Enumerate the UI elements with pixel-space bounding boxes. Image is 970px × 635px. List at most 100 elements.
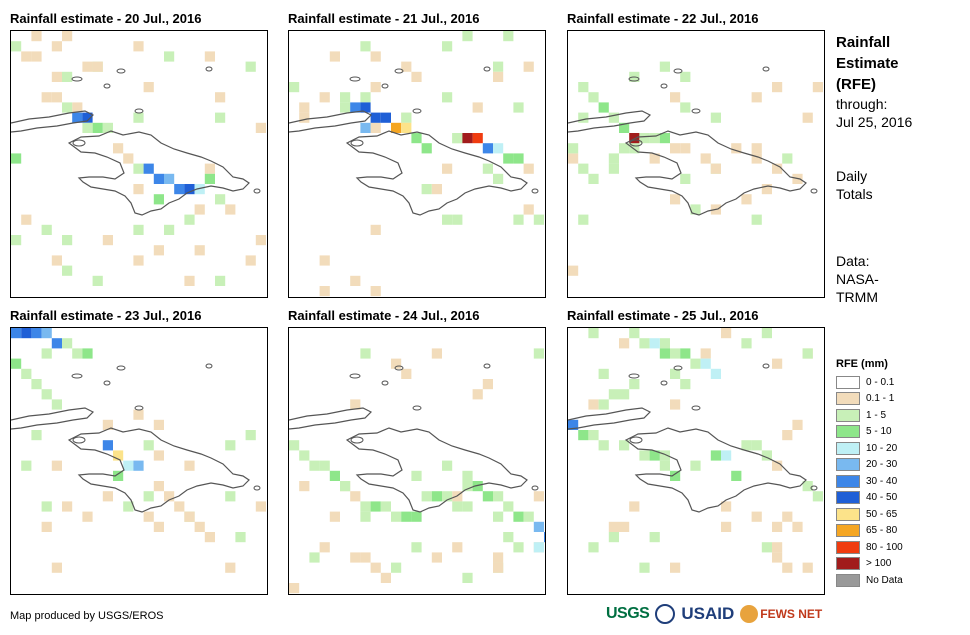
rainfall-cell	[31, 430, 42, 441]
cuba-coastline	[289, 407, 373, 430]
rainfall-cell	[523, 163, 534, 174]
legend-item: 80 - 100	[836, 539, 903, 556]
legend-item: 0.1 - 1	[836, 391, 903, 408]
map-panel-jul20	[10, 30, 268, 298]
hispaniola-coastline	[67, 427, 250, 513]
island-outline	[629, 139, 643, 147]
panel-title-jul20: Rainfall estimate - 20 Jul., 2016	[10, 11, 202, 26]
rainfall-cell	[670, 143, 681, 154]
rainfall-cell	[442, 41, 453, 52]
legend-label: 0 - 0.1	[866, 376, 895, 388]
rainfall-cell	[452, 501, 463, 512]
rainfall-cell	[462, 470, 473, 481]
legend-swatch	[836, 540, 860, 554]
data-source: Data: NASA- TRMM	[836, 252, 879, 306]
rainfall-cell	[21, 368, 32, 379]
rainfall-cell	[82, 511, 93, 522]
rainfall-map-jul20	[11, 31, 266, 286]
rainfall-cell	[350, 552, 361, 563]
rainfall-cell	[340, 102, 351, 113]
rainfall-map-jul21	[289, 31, 544, 297]
legend-item: 65 - 80	[836, 523, 903, 540]
rainfall-cell	[153, 521, 164, 532]
rainfall-cell	[533, 348, 544, 359]
rainfall-cell	[493, 491, 504, 502]
rainfall-cell	[431, 184, 442, 195]
legend-item: 30 - 40	[836, 473, 903, 490]
rainfall-cell	[472, 389, 483, 400]
rainfall-cell	[255, 235, 266, 246]
legend-item: No Data	[836, 572, 903, 589]
rainfall-cell	[204, 163, 215, 174]
rainfall-cell	[462, 31, 473, 42]
rainfall-cell	[659, 61, 670, 72]
rainfall-cell	[235, 532, 246, 543]
rainfall-cell	[493, 71, 504, 82]
rainfall-cell	[741, 194, 752, 205]
panel-title-jul22: Rainfall estimate - 22 Jul., 2016	[567, 11, 759, 26]
rainfall-cell	[588, 542, 599, 553]
rainfall-cell	[751, 143, 762, 154]
rainfall-cell	[133, 255, 144, 266]
rainfall-cell	[802, 481, 813, 492]
through-label: through:	[836, 96, 888, 112]
rainfall-cell	[772, 358, 783, 369]
rainfall-cell	[184, 184, 195, 195]
island-outline	[103, 83, 111, 89]
rainfall-cell	[41, 224, 52, 235]
rainfall-cell	[225, 562, 236, 573]
rainfall-cell	[649, 133, 660, 144]
rainfall-cell	[215, 194, 226, 205]
rainfall-cell	[164, 224, 175, 235]
data-line2: NASA-	[836, 271, 879, 287]
rainfall-cell	[21, 214, 32, 225]
rainfall-cell	[370, 82, 381, 93]
rainfall-cell	[360, 501, 371, 512]
rainfall-cell	[350, 491, 361, 502]
island-outline	[628, 373, 640, 379]
rainfall-cell	[649, 338, 660, 349]
rainfall-cell	[370, 112, 381, 123]
rainfall-cell	[309, 460, 320, 471]
island-outline	[116, 365, 126, 371]
rainfall-cell	[319, 460, 330, 471]
daily-totals: Daily Totals	[836, 167, 873, 203]
rainfall-cell	[370, 122, 381, 133]
rainfall-cell	[143, 511, 154, 522]
fews-net-logo: FEWS NET	[740, 605, 822, 623]
rainfall-cell	[421, 184, 432, 195]
rainfall-cell	[184, 511, 195, 522]
rainfall-cell	[72, 348, 83, 359]
rainfall-cell	[11, 153, 22, 164]
island-outline	[673, 68, 683, 74]
legend-swatch	[836, 441, 860, 455]
island-outline	[660, 83, 668, 89]
panel-title-jul24: Rainfall estimate - 24 Jul., 2016	[288, 308, 480, 323]
rainfall-cell	[62, 102, 73, 113]
rainfall-cell	[225, 204, 236, 215]
panel-title-jul21: Rainfall estimate - 21 Jul., 2016	[288, 11, 480, 26]
rainfall-cell	[360, 102, 371, 113]
island-outline	[810, 485, 818, 491]
rainfall-cell	[102, 122, 113, 133]
rainfall-cell	[772, 521, 783, 532]
legend-label: 5 - 10	[866, 426, 892, 438]
rainfall-cell	[659, 348, 670, 359]
rainfall-cell	[411, 71, 422, 82]
hispaniola-coastline	[345, 427, 528, 513]
rainfall-cell	[578, 82, 589, 93]
rainfall-cell	[680, 71, 691, 82]
rainfall-cell	[133, 184, 144, 195]
rainfall-cell	[299, 112, 310, 123]
rainfall-cell	[133, 224, 144, 235]
rainfall-cell	[649, 450, 660, 461]
legend-label: 65 - 80	[866, 525, 898, 537]
island-outline	[660, 380, 668, 386]
rainfall-cell	[533, 542, 544, 553]
rainfall-cell	[619, 338, 630, 349]
map-panel-jul25	[567, 327, 825, 595]
rainfall-cell	[578, 163, 589, 174]
rainfall-cell	[72, 102, 83, 113]
rainfall-cell	[442, 214, 453, 225]
rainfall-cell	[370, 501, 381, 512]
